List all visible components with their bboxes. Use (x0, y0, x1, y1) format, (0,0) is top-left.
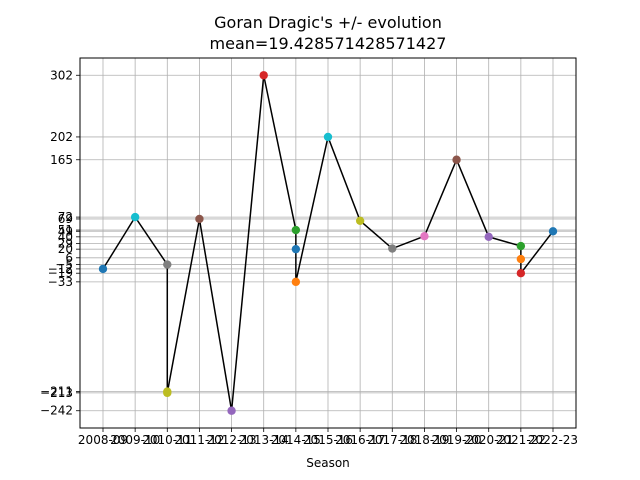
x-tick-label: 2014-15 (271, 433, 321, 447)
y-tick-label: 40 (58, 230, 73, 244)
data-point (516, 269, 526, 278)
y-tick-label: 202 (50, 130, 73, 144)
x-tick-label: 2019-20 (432, 433, 482, 447)
data-point (548, 227, 558, 236)
data-point (291, 244, 301, 254)
y-tick-label: 302 (50, 68, 73, 82)
x-tick-label: 2015-16 (303, 433, 353, 447)
x-tick-label: 2013-14 (239, 433, 289, 447)
y-axis-ticks: 302202165726951494029206−5−12−19−33−211−… (40, 68, 80, 418)
chart-title: Goran Dragic's +/- evolution (214, 13, 442, 32)
y-tick-label: 29 (58, 237, 73, 251)
y-tick-label: −12 (48, 262, 73, 276)
data-point (291, 277, 301, 287)
data-point (323, 132, 333, 142)
y-tick-label: −19 (48, 266, 73, 280)
data-point (516, 254, 526, 264)
y-tick-label: 20 (58, 242, 73, 256)
x-tick-label: 2016-17 (335, 433, 385, 447)
data-series (98, 71, 558, 415)
data-point (388, 244, 397, 253)
data-point (195, 214, 204, 224)
x-tick-label: 2012-13 (207, 433, 257, 447)
y-tick-label: −213 (40, 386, 73, 400)
data-point (516, 241, 526, 251)
data-point (452, 155, 461, 164)
x-tick-label: 2011-12 (174, 433, 224, 447)
plot-frame (79, 57, 577, 429)
y-tick-label: 51 (58, 223, 73, 237)
data-point (291, 225, 301, 235)
grid-lines (80, 58, 576, 428)
y-tick-label: 49 (58, 224, 73, 238)
x-tick-label: 2017-18 (367, 433, 417, 447)
y-tick-label: −5 (55, 258, 73, 272)
x-tick-label: 2010-11 (142, 433, 192, 447)
y-tick-label: 72 (58, 210, 73, 224)
y-tick-label: −242 (40, 404, 73, 418)
x-axis-label: Season (306, 456, 350, 470)
data-point (355, 216, 365, 225)
x-axis-ticks: 2008-092009-102010-112011-122012-132013-… (78, 428, 578, 447)
y-tick-label: 165 (50, 153, 73, 167)
x-tick-label: 2008-09 (78, 433, 128, 447)
data-point (227, 406, 236, 415)
x-tick-label: 2020-21 (464, 433, 514, 447)
x-tick-label: 2021-22 (496, 433, 546, 447)
data-point (163, 388, 172, 398)
y-tick-label: 6 (65, 251, 73, 265)
data-point (130, 212, 140, 222)
x-tick-label: 2018-19 (399, 433, 449, 447)
y-tick-label: −33 (48, 275, 73, 289)
x-tick-label: 2009-10 (110, 433, 160, 447)
y-tick-label: 69 (58, 212, 73, 226)
data-point (163, 260, 172, 269)
data-point (484, 232, 493, 242)
chart-subtitle: mean=19.428571428571427 (210, 34, 447, 53)
y-tick-label: −211 (40, 385, 73, 399)
x-tick-label: 2022-23 (528, 433, 578, 447)
data-point (420, 232, 429, 241)
data-point (98, 264, 108, 274)
data-point (259, 71, 268, 80)
